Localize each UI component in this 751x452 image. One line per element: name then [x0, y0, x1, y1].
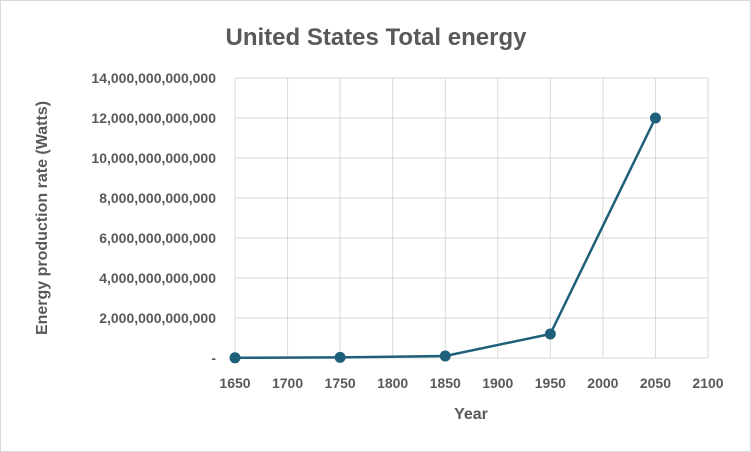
x-tick-label: 2100: [692, 375, 723, 391]
y-tick-label: -: [211, 350, 216, 366]
y-tick-label: 2,000,000,000,000: [99, 310, 216, 326]
x-tick-label: 1650: [219, 375, 250, 391]
x-axis-title: Year: [454, 406, 488, 423]
data-point: [439, 350, 451, 362]
x-tick-label: 1950: [535, 375, 566, 391]
x-tick-label: 1850: [430, 375, 461, 391]
y-axis-title: Energy production rate (Watts): [34, 101, 51, 335]
y-tick-label: 6,000,000,000,000: [99, 230, 216, 246]
data-point: [544, 328, 556, 340]
y-tick-label: 4,000,000,000,000: [99, 270, 216, 286]
gridlines: [234, 77, 709, 359]
x-axis-ticks: 1650 1700 1750 1800 1850 1900 1950 2000 2050 2100: [219, 375, 723, 391]
y-tick-label: 8,000,000,000,000: [99, 190, 216, 206]
x-tick-label: 1700: [272, 375, 303, 391]
x-tick-label: 2000: [587, 375, 618, 391]
x-tick-label: 1750: [325, 375, 356, 391]
data-point: [649, 112, 661, 124]
chart-title: United States Total energy: [226, 24, 528, 51]
data-point: [334, 351, 346, 363]
y-axis-ticks: - 2,000,000,000,000 4,000,000,000,000 6,000…: [91, 70, 216, 366]
y-tick-label: 14,000,000,000,000: [91, 70, 216, 86]
x-tick-label: 1800: [377, 375, 408, 391]
data-point: [229, 352, 241, 364]
x-tick-label: 2050: [640, 375, 671, 391]
series-layer: [229, 112, 661, 364]
y-tick-label: 12,000,000,000,000: [91, 110, 216, 126]
x-tick-label: 1900: [482, 375, 513, 391]
y-tick-label: 10,000,000,000,000: [91, 150, 216, 166]
